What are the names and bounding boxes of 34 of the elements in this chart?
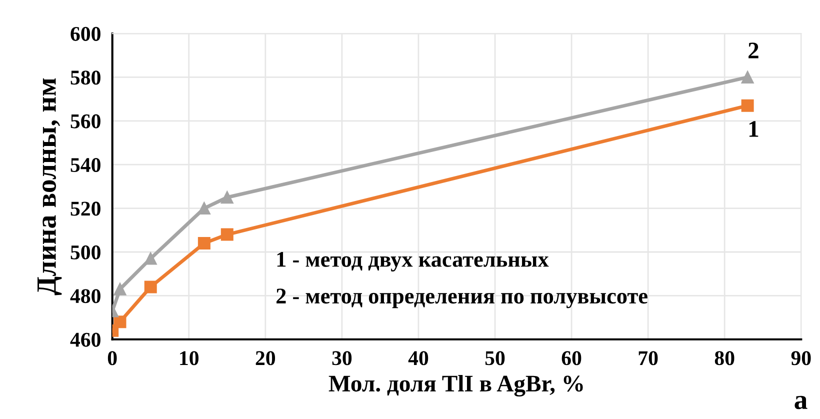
text: а	[794, 396, 808, 410]
y-tick-label: 560	[70, 114, 100, 128]
x-tick-label: 20	[256, 351, 276, 366]
point	[144, 252, 157, 265]
point	[198, 237, 210, 250]
x-tick-label: 0	[108, 351, 117, 366]
point	[114, 316, 126, 328]
x-tick-label: 90	[791, 351, 811, 366]
point	[220, 228, 234, 241]
point	[144, 280, 157, 294]
x-tick-label: 70	[638, 351, 658, 366]
y-tick-label: 520	[70, 202, 100, 216]
x-tick-label: 30	[332, 351, 352, 366]
y-tick-label: 500	[70, 245, 100, 260]
x-tick-label: 60	[562, 351, 582, 366]
x-tick-label: 40	[408, 351, 428, 366]
x-tick-label: 80	[714, 351, 734, 366]
point	[741, 70, 754, 84]
y-tick-label: 600	[70, 26, 100, 41]
y-tick-label: 460	[70, 332, 100, 347]
point	[741, 99, 754, 112]
x-tick-label: 50	[485, 351, 505, 366]
point	[220, 191, 234, 204]
y-axis-title: Длина волны, нм	[38, 78, 62, 296]
y-tick-label: 580	[70, 70, 100, 85]
series-label: 2	[748, 42, 758, 58]
y-tick-label: 540	[70, 158, 100, 172]
annotation: 2 - метод определения по полувысоте	[276, 288, 648, 308]
series-label: 1	[749, 121, 758, 137]
y-tick-label: 480	[70, 289, 100, 304]
x-tick-label: 10	[180, 351, 198, 366]
annotation: 1 - метод двух касательных	[277, 252, 549, 272]
x-axis-title: Мол. доля TlI в AgBr, %	[328, 374, 583, 397]
point	[114, 282, 126, 296]
